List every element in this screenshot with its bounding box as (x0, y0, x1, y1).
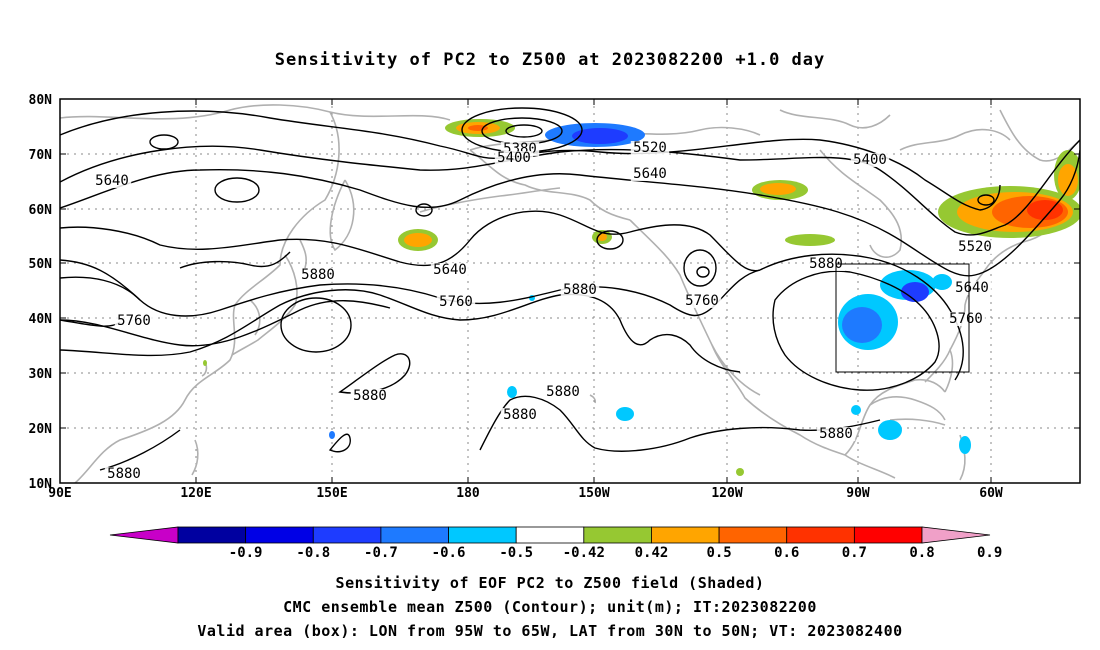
contour-label: 5520 (958, 239, 992, 255)
colorbar-label: 0.5 (706, 545, 731, 561)
lon-label: 180 (456, 486, 480, 501)
lat-label: 20N (29, 422, 53, 437)
map-axes: 90E 120E 150E 180 150W 120W 90W 60W 80N 70N 60N 50N… (29, 93, 1080, 501)
lat-label: 50N (29, 257, 53, 272)
lat-label: 10N (29, 477, 53, 492)
contour-label: 5880 (107, 466, 141, 482)
contour-label: 5760 (949, 311, 983, 327)
colorbar-swatch (583, 526, 652, 544)
colorbar-swatch (177, 526, 247, 544)
caption-shading: Sensitivity of EOF PC2 to Z500 field (Sh… (335, 574, 765, 592)
valid-area-box (835, 263, 970, 373)
colorbar-min-arrow (109, 526, 179, 544)
contour-label: 5880 (819, 426, 853, 442)
colorbar-label: 0.6 (774, 545, 799, 561)
colorbar-max-arrow (921, 526, 991, 544)
contour-label: 5760 (439, 294, 473, 310)
colorbar-label: 0.7 (842, 545, 867, 561)
contour-labels: 5380540055205640540056405640552056405760… (92, 140, 995, 482)
colorbar-swatch (786, 526, 855, 544)
contour-label: 5880 (301, 267, 335, 283)
contour-label: 5880 (563, 282, 597, 298)
contour-label: 5880 (503, 407, 537, 423)
contour-label: 5760 (117, 313, 151, 329)
colorbar-swatch (651, 526, 720, 544)
lat-label: 60N (29, 203, 53, 218)
colorbar: -0.9 -0.8 -0.7 -0.6 -0.5 -0.42 0.42 0.5 0.6 0.7 0.… (109, 526, 1002, 561)
contour-label: 5880 (353, 388, 387, 404)
z500-contours (60, 107, 1080, 471)
colorbar-label: -0.9 (229, 545, 263, 561)
lat-label: 40N (29, 312, 53, 327)
lon-label: 150W (578, 486, 609, 501)
colorbar-swatch (853, 526, 923, 544)
colorbar-label: -0.6 (432, 545, 466, 561)
contour-label: 5640 (633, 166, 667, 182)
lon-label: 90E (48, 486, 71, 501)
colorbar-label: -0.8 (296, 545, 330, 561)
colorbar-label: 0.42 (635, 545, 669, 561)
colorbar-swatch (718, 526, 788, 544)
lon-label: 60W (979, 486, 1003, 501)
map-title: Sensitivity of PC2 to Z500 at 2023082200… (274, 50, 826, 70)
lat-label: 30N (29, 367, 53, 382)
colorbar-label: 0.8 (909, 545, 934, 561)
lon-label: 90W (846, 486, 870, 501)
colorbar-label: -0.42 (563, 545, 605, 561)
colorbar-swatch (448, 526, 517, 544)
contour-label: 5880 (546, 384, 580, 400)
contour-label: 5400 (497, 150, 531, 166)
lat-label: 80N (29, 93, 53, 108)
lat-label: 70N (29, 148, 53, 163)
colorbar-swatch (245, 526, 314, 544)
colorbar-label: -0.5 (499, 545, 533, 561)
contour-label: 5640 (955, 280, 989, 296)
map-border (59, 98, 1081, 484)
contour-label: 5760 (685, 293, 719, 309)
colorbar-swatch (380, 526, 449, 544)
lon-label: 150E (316, 486, 347, 501)
caption-valid-area: Valid area (box): LON from 95W to 65W, L… (197, 622, 903, 640)
contour-label: 5640 (95, 173, 129, 189)
lon-label: 120W (711, 486, 742, 501)
colorbar-swatch (515, 526, 585, 544)
contour-label: 5400 (853, 152, 887, 168)
lon-label: 120E (180, 486, 211, 501)
caption-contour: CMC ensemble mean Z500 (Contour); unit(m… (283, 598, 817, 616)
colorbar-swatch (312, 526, 382, 544)
colorbar-label: -0.7 (364, 545, 398, 561)
sensitivity-shading (203, 119, 1080, 476)
colorbar-label: 0.9 (977, 545, 1002, 561)
contour-label: 5640 (433, 262, 467, 278)
contour-label: 5520 (633, 140, 667, 156)
contour-label: 5880 (809, 256, 843, 272)
